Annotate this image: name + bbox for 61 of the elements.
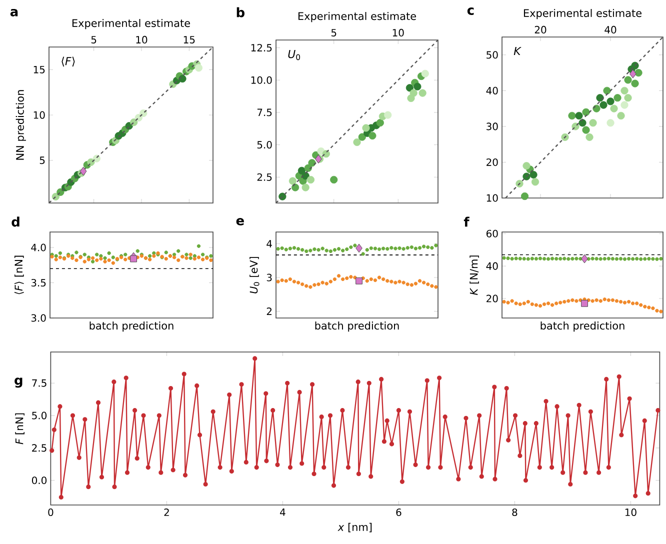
x-axis-title: Experimental estimate: [72, 18, 190, 30]
x-axis-title: batch prediction: [90, 322, 174, 332]
text: f: [464, 216, 470, 227]
y-tick-label: 30: [486, 122, 498, 130]
x-tick-label: 4: [280, 508, 286, 516]
text: c: [467, 8, 474, 15]
annotation: K: [514, 46, 522, 55]
y-tick-label: 5.0: [32, 412, 47, 420]
y-tick-label: 60: [486, 230, 498, 238]
y-tick-label: 10: [486, 194, 498, 202]
text: a: [10, 8, 18, 16]
x-tick-label: 15: [184, 36, 195, 44]
y-tick-label: 5: [40, 156, 45, 164]
y-axis-title: K [N/m]: [470, 256, 479, 296]
y-tick-label: 0.0: [32, 476, 47, 484]
x-tick-label: 2: [164, 508, 169, 516]
x-axis-title: x [nm]: [338, 522, 372, 532]
x-axis-title: batch prediction: [540, 322, 624, 332]
x-tick-label: 10: [392, 28, 404, 36]
y-tick-label: 7.5: [257, 108, 272, 116]
x-axis-title: Experimental estimate: [298, 12, 416, 22]
text: b: [236, 7, 244, 18]
y-axis-title: U$_{0}$ [eV]: [250, 256, 260, 294]
y-tick-label: 10: [34, 111, 45, 119]
y-tick-label: 3.5: [31, 278, 46, 287]
y-tick-label: 4.0: [31, 244, 46, 252]
text: g: [14, 378, 22, 388]
y-tick-label: 20: [486, 158, 498, 166]
y-tick-label: 12.5: [251, 44, 272, 52]
x-tick-label: 8: [512, 508, 518, 516]
y-tick-label: 2: [266, 308, 272, 315]
x-tick-label: 10: [625, 508, 636, 516]
y-tick-label: 40: [486, 262, 498, 270]
y-axis-title: NN prediction: [16, 90, 26, 160]
y-axis-title: ⟨F⟩ [nN]: [14, 256, 24, 294]
y-tick-label: 50: [486, 51, 498, 59]
x-tick-label: 0: [48, 508, 54, 516]
y-tick-label: 10.0: [251, 76, 272, 84]
x-tick-label: 10: [136, 36, 148, 44]
y-tick-label: 15: [34, 66, 45, 74]
y-tick-label: 2.5: [32, 444, 46, 452]
y-axis-title: F [nN]: [15, 413, 24, 444]
x-tick-label: 20: [534, 26, 546, 34]
x-tick-label: 6: [396, 508, 402, 516]
y-tick-label: 20: [486, 294, 498, 302]
y-tick-label: 3: [266, 274, 272, 282]
text: e: [236, 218, 244, 226]
y-tick-label: 2.5: [257, 173, 272, 181]
x-tick-label: 5: [91, 36, 96, 44]
x-axis-title: Experimental estimate: [524, 8, 642, 20]
x-axis-title: batch prediction: [315, 322, 399, 332]
x-tick-label: 40: [604, 26, 616, 34]
x-tick-label: 5: [331, 29, 336, 36]
y-tick-label: 5.0: [257, 141, 272, 149]
y-tick-label: 7.5: [32, 379, 46, 387]
annotation: ⟨F⟩: [62, 56, 75, 67]
y-tick-label: 4: [266, 240, 272, 248]
y-tick-label: 40: [486, 86, 498, 94]
text: d: [12, 216, 20, 227]
y-tick-label: 3.0: [31, 314, 46, 322]
annotation: U$_{0}$: [288, 50, 300, 60]
